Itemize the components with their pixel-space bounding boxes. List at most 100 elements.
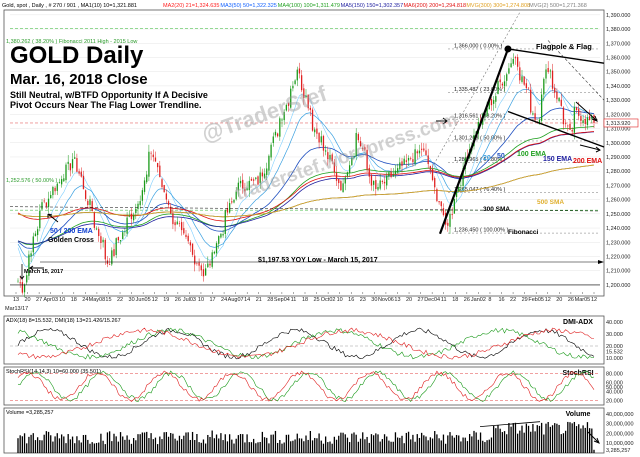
x-tick-label: Sep04 [274,297,290,303]
volume-bar [296,433,298,453]
volume-bar [69,439,72,453]
volume-bar [21,436,24,453]
x-tick-label: 15 [105,297,111,303]
volume-bar [119,432,122,453]
volume-bar [475,432,477,453]
candle [335,172,338,181]
volume-bar [379,441,381,453]
volume-bar [562,433,565,453]
candle [377,186,379,190]
volume-bar [89,443,91,453]
volume-bar [270,434,272,453]
volume-bar [98,442,100,453]
candle [279,118,281,137]
volume-bar [126,435,128,453]
volume-bar [482,440,484,453]
candle [207,263,209,268]
candle [458,186,460,192]
candle [514,57,517,59]
volume-bar [303,441,305,453]
candle [235,191,237,200]
candle [525,83,528,89]
y-tick-label: 1,320.000 [606,112,630,118]
volume-bar [558,424,560,453]
y-tick-label: 1,310.000 [606,127,630,133]
candle [558,97,560,102]
candle [108,264,111,265]
volume-bar [464,437,466,453]
volume-bar [207,434,209,453]
volume-bar [146,431,148,453]
candle [178,223,181,224]
candle [146,174,148,183]
volume-bar [368,442,370,453]
x-tick-label: 27 [418,297,424,303]
volume-bar [525,423,528,453]
volume-bar [512,423,514,453]
candle [19,282,21,284]
volume-y-tick: 3,285,257 [606,448,630,454]
fib-2011-50-label: 1,252.576 ( 50.00% ) [6,178,58,184]
x-tick-label: Aug07 [228,297,244,303]
volume-bar [484,442,486,453]
candle [436,189,438,202]
candle [143,180,146,192]
volume-bar [407,431,410,453]
fib-label: 1,316.561 ( 38.20% ) [454,114,506,120]
candle [516,57,519,67]
candle [307,94,309,109]
adx-line [17,327,595,360]
candle [327,152,329,160]
candle [556,91,558,100]
candle [442,208,445,216]
volume-title: Volume [566,411,591,418]
volume-bar [202,439,205,453]
x-tick-label: 12 [152,297,158,303]
x-tick-label: 13 [394,297,400,303]
sma300-label: 300 SMA [483,206,510,213]
volume-bar [224,434,226,453]
x-tick-label: 24 [82,297,88,303]
ema20-label: 20 [483,155,491,162]
volume-bar [412,434,414,453]
grid [10,14,600,286]
candle [54,187,56,192]
volume-bar [292,440,294,453]
candle [486,108,488,116]
candle [226,208,229,213]
candle [503,81,506,87]
volume-bar [355,434,357,453]
volume-bar [248,442,250,453]
candle [82,175,85,190]
stoch-header: StochRSI(14,14,3) 10=60.000 (35.501) [6,369,101,375]
candle [423,148,425,151]
volume-bar [156,444,159,453]
candle [375,180,377,190]
x-tick-label: 26 [464,297,470,303]
volume-bar [344,434,346,453]
candle [453,198,456,214]
candle [294,80,296,84]
volume-bar [250,442,253,453]
candle [578,108,580,116]
header-ma-6: MA6(200) 200=1,294.818 [403,3,466,9]
volume-bar [204,443,207,453]
stoch-y-tick: 40.000 [606,390,623,396]
candle [244,189,246,192]
candle [213,251,216,254]
stoch-line [17,370,595,403]
candle [100,236,102,244]
volume-bar [314,437,316,453]
volume-bar [65,443,67,453]
volume-bar [501,432,504,453]
candle [266,168,268,176]
volume-bar [396,437,399,453]
volume-bar [423,435,425,453]
x-tick-label: 18 [71,297,77,303]
volume-bar [399,437,401,453]
volume-bar [211,430,213,453]
volume-bar [215,434,218,453]
candle [324,150,327,152]
candle [362,148,364,150]
x-axis: 13 20 27 Apr03 10 18 24 May08 15 22 30 Jun05 12 19 26 J… [5,292,597,312]
